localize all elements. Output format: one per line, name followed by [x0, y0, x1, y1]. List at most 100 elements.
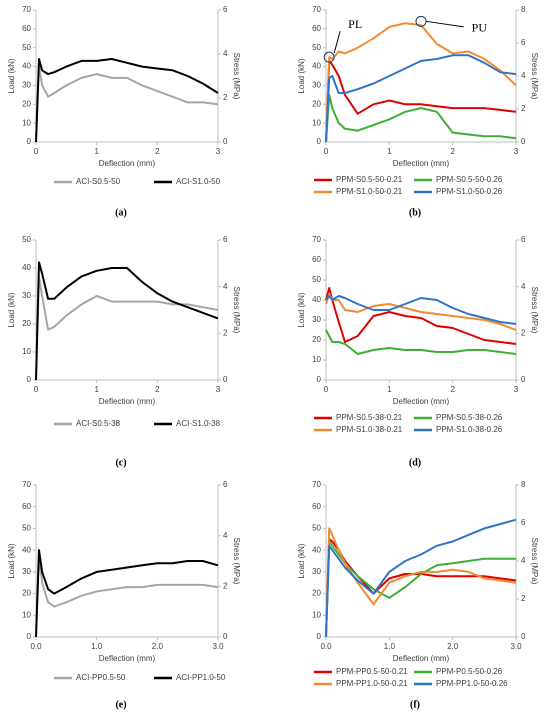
- y-tick-label: 60: [312, 24, 321, 33]
- y2-tick-label: 6: [223, 235, 228, 244]
- y2-tick-label: 2: [223, 328, 228, 337]
- x-tick-label: 1: [387, 147, 392, 156]
- x-tick-label: 2: [450, 385, 455, 394]
- y-tick-label: 50: [312, 43, 321, 52]
- y-tick-label: 40: [312, 62, 321, 71]
- legend-label: PPM-S0.5-38-0.21: [336, 413, 403, 422]
- annotation-arrow: [333, 30, 341, 54]
- x-tick-label: 0: [324, 385, 329, 394]
- y-tick-label: 10: [312, 610, 321, 619]
- y-tick-label: 30: [22, 291, 31, 300]
- x-axis-label: Deflection (mm): [393, 159, 450, 168]
- x-tick-label: 0: [34, 147, 39, 156]
- series-line: [325, 329, 517, 355]
- y2-tick-label: 6: [521, 235, 526, 244]
- series-line: [325, 540, 516, 638]
- caption: (d): [409, 457, 421, 468]
- legend-label: PPM-P0.5-50-0.26: [436, 667, 503, 676]
- y2-axis-label: Stress (MPa): [232, 287, 241, 334]
- series-line: [325, 295, 517, 325]
- y-tick-label: 70: [312, 480, 321, 489]
- y-tick-label: 10: [22, 118, 31, 127]
- legend-label: PPM-S0.5-38-0.26: [436, 413, 503, 422]
- y-tick-label: 20: [22, 319, 31, 328]
- y2-tick-label: 2: [223, 93, 228, 102]
- caption: (b): [409, 207, 421, 218]
- y-tick-label: 50: [312, 524, 321, 533]
- y-tick-label: 0: [317, 632, 322, 641]
- y2-tick-label: 6: [223, 5, 228, 14]
- y-tick-label: 0: [27, 137, 32, 146]
- legend-label: PPM-S0.5-50-0.26: [436, 175, 503, 184]
- y-tick-label: 40: [312, 545, 321, 554]
- y2-tick-label: 2: [223, 581, 228, 590]
- y-tick-label: 20: [312, 335, 321, 344]
- y-tick-label: 30: [22, 81, 31, 90]
- legend-label: ACI-PP0.5-50: [76, 673, 126, 682]
- x-tick-label: 2: [155, 385, 160, 394]
- y-tick-label: 10: [22, 610, 31, 619]
- x-tick-label: 2: [450, 147, 455, 156]
- annotation-circle: [323, 51, 335, 63]
- x-tick-label: 1.0: [91, 642, 103, 651]
- legend-label: PPM-S1.0-50-0.26: [436, 187, 503, 196]
- y-tick-label: 0: [317, 137, 322, 146]
- y2-tick-label: 0: [521, 137, 526, 146]
- x-tick-label: 2: [155, 147, 160, 156]
- y-tick-label: 20: [312, 589, 321, 598]
- y2-tick-label: 4: [223, 531, 228, 540]
- y-tick-label: 50: [22, 235, 31, 244]
- caption: (c): [115, 457, 126, 468]
- y-tick-label: 0: [27, 375, 32, 384]
- legend-label: PPM-S1.0-50-0.21: [336, 187, 403, 196]
- y-tick-label: 10: [22, 347, 31, 356]
- series-line: [35, 275, 219, 381]
- y-tick-label: 20: [312, 99, 321, 108]
- x-tick-label: 3: [514, 385, 519, 394]
- y-tick-label: 30: [22, 567, 31, 576]
- series-line: [325, 293, 517, 331]
- x-tick-label: 3: [216, 385, 221, 394]
- y-tick-label: 60: [22, 24, 31, 33]
- y-tick-label: 70: [312, 235, 321, 244]
- x-tick-label: 0.0: [320, 642, 332, 651]
- x-axis-label: Deflection (mm): [99, 654, 156, 663]
- y2-tick-label: 2: [521, 328, 526, 337]
- y-tick-label: 70: [22, 480, 31, 489]
- y-tick-label: 30: [312, 567, 321, 576]
- y2-axis-label: Stress (MPa): [530, 538, 539, 585]
- y-tick-label: 40: [312, 295, 321, 304]
- y2-tick-label: 4: [521, 71, 526, 80]
- y2-tick-label: 4: [223, 49, 228, 58]
- annotation: PL: [348, 17, 362, 31]
- x-tick-label: 3.0: [212, 642, 224, 651]
- y2-tick-label: 6: [223, 480, 228, 489]
- x-tick-label: 3: [514, 147, 519, 156]
- y2-tick-label: 8: [521, 480, 526, 489]
- legend-label: PPM-PP1.0-50-0.26: [436, 679, 508, 688]
- series-line: [35, 261, 219, 381]
- y-axis-label: Load (kN): [7, 292, 16, 327]
- y-tick-label: 60: [312, 255, 321, 264]
- y2-tick-label: 4: [223, 282, 228, 291]
- y-axis-label: Load (kN): [297, 543, 306, 578]
- legend-label: ACI-S0.5-50: [76, 177, 121, 186]
- y-tick-label: 50: [22, 43, 31, 52]
- series-line: [35, 65, 219, 143]
- y2-tick-label: 2: [521, 594, 526, 603]
- y-tick-label: 30: [312, 81, 321, 90]
- series-line: [35, 553, 219, 638]
- y-tick-label: 60: [312, 502, 321, 511]
- y-tick-label: 20: [22, 589, 31, 598]
- y2-tick-label: 8: [521, 5, 526, 14]
- x-tick-label: 1: [94, 147, 99, 156]
- series-line: [35, 549, 219, 638]
- series-line: [325, 59, 517, 143]
- y-tick-label: 0: [317, 375, 322, 384]
- annotation: PU: [472, 21, 488, 35]
- y2-axis-label: Stress (MPa): [530, 287, 539, 334]
- x-tick-label: 0.0: [30, 642, 42, 651]
- y2-tick-label: 6: [521, 518, 526, 527]
- series-line: [325, 22, 517, 143]
- y-axis-label: Load (kN): [297, 58, 306, 93]
